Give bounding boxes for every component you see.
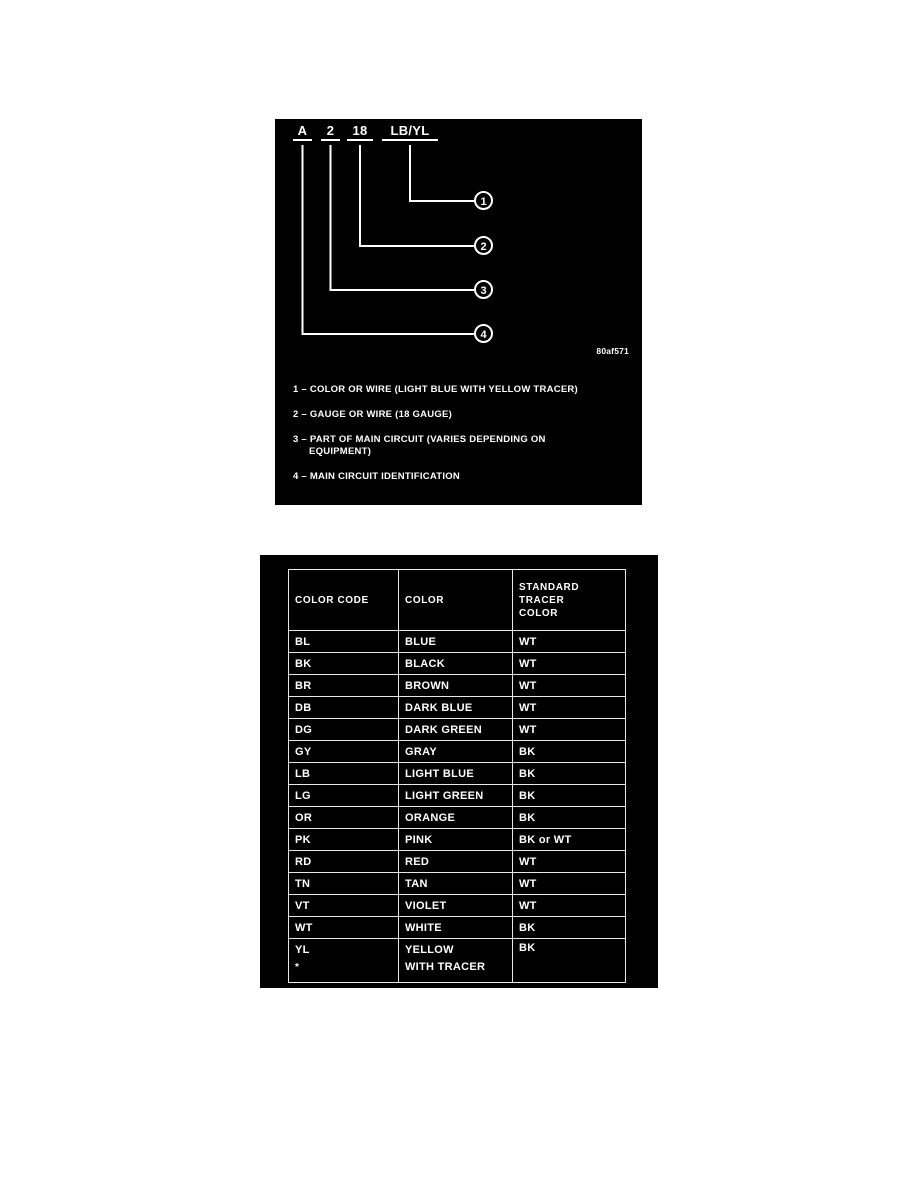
legend-item-2: 2 – GAUGE OR WIRE (18 GAUGE) xyxy=(293,409,632,421)
column-header-tracer-line-3: COLOR xyxy=(519,607,559,619)
cell-color-code: BR xyxy=(288,674,399,697)
cell-color-code: TN xyxy=(288,872,399,895)
legend-item-4: 4 – MAIN CIRCUIT IDENTIFICATION xyxy=(293,471,632,483)
cell-tracer: WT xyxy=(512,872,626,895)
cell-tracer: WT xyxy=(512,674,626,697)
wire-color-code-figure: COLOR CODE COLOR STANDARD TRACER COLOR B… xyxy=(260,555,658,988)
cell-color-yellow: YELLOW WITH TRACER xyxy=(398,938,513,983)
cell-color-code: LG xyxy=(288,784,399,807)
table-row: LG LIGHT GREEN BK xyxy=(288,784,626,807)
table-row: DB DARK BLUE WT xyxy=(288,696,626,719)
legend-item-1: 1 – COLOR OR WIRE (LIGHT BLUE WITH YELLO… xyxy=(293,384,632,396)
table-header-row: COLOR CODE COLOR STANDARD TRACER COLOR xyxy=(288,569,626,631)
wire-code-label-circuit-part: 2 xyxy=(321,124,340,141)
callout-number-1: 1 xyxy=(474,191,493,210)
cell-color: RED xyxy=(398,850,513,873)
cell-color: VIOLET xyxy=(398,894,513,917)
cell-tracer-yellow: BK xyxy=(512,938,626,983)
table-row-with-tracer-note: YL * YELLOW WITH TRACER BK xyxy=(288,938,626,983)
cell-tracer: BK xyxy=(512,784,626,807)
cell-tracer: BK or WT xyxy=(512,828,626,851)
callout-number-2: 2 xyxy=(474,236,493,255)
table-row: DG DARK GREEN WT xyxy=(288,718,626,741)
table-row: BR BROWN WT xyxy=(288,674,626,697)
table-row: BK BLACK WT xyxy=(288,652,626,675)
cell-tracer: BK xyxy=(512,806,626,829)
callout-number-4: 4 xyxy=(474,324,493,343)
cell-color-code: DB xyxy=(288,696,399,719)
cell-tracer: WT xyxy=(512,630,626,653)
cell-with-tracer-note: WITH TRACER xyxy=(405,961,486,973)
cell-tracer: WT xyxy=(512,718,626,741)
cell-color-code: PK xyxy=(288,828,399,851)
cell-tracer: BK xyxy=(512,740,626,763)
figure-id-code: 80af571 xyxy=(596,346,629,356)
legend-item-3-text: 3 – PART OF MAIN CIRCUIT (VARIES DEPENDI… xyxy=(293,434,546,445)
cell-color-code: RD xyxy=(288,850,399,873)
cell-color: PINK xyxy=(398,828,513,851)
table-row: PK PINK BK or WT xyxy=(288,828,626,851)
color-code-table-body: BL BLUE WT BK BLACK WT BR BROWN WT DB DA… xyxy=(288,630,626,983)
cell-tracer: WT xyxy=(512,652,626,675)
cell-tracer: WT xyxy=(512,696,626,719)
table-row: VT VIOLET WT xyxy=(288,894,626,917)
cell-color: BLACK xyxy=(398,652,513,675)
wire-code-label-gauge: 18 xyxy=(347,124,373,141)
table-row: GY GRAY BK xyxy=(288,740,626,763)
cell-color-code: OR xyxy=(288,806,399,829)
table-row: TN TAN WT xyxy=(288,872,626,895)
table-row: BL BLUE WT xyxy=(288,630,626,653)
callout-leader-lines xyxy=(301,145,474,335)
cell-color: LIGHT BLUE xyxy=(398,762,513,785)
cell-color-code: BK xyxy=(288,652,399,675)
wire-code-breakdown-figure: A 2 18 LB/YL 1 2 3 4 80af571 1 – COLOR O… xyxy=(275,119,642,505)
column-header-tracer-line-2: TRACER xyxy=(519,594,565,606)
cell-color: WHITE xyxy=(398,916,513,939)
column-header-standard-tracer-color: STANDARD TRACER COLOR xyxy=(512,569,626,631)
tracer-asterisk-marker: * xyxy=(295,962,300,973)
column-header-color-code: COLOR CODE xyxy=(288,569,399,631)
cell-tracer: WT xyxy=(512,850,626,873)
cell-color: BLUE xyxy=(398,630,513,653)
cell-color-code: BL xyxy=(288,630,399,653)
legend-item-4-text: 4 – MAIN CIRCUIT IDENTIFICATION xyxy=(293,471,460,482)
cell-color: TAN xyxy=(398,872,513,895)
callout-legend-list: 1 – COLOR OR WIRE (LIGHT BLUE WITH YELLO… xyxy=(293,384,632,496)
cell-tracer: BK xyxy=(512,762,626,785)
column-header-color: COLOR xyxy=(398,569,513,631)
cell-color-code-yellow-text: YL xyxy=(295,944,310,956)
table-row: WT WHITE BK xyxy=(288,916,626,939)
legend-item-2-text: 2 – GAUGE OR WIRE (18 GAUGE) xyxy=(293,409,453,420)
cell-color-code: LB xyxy=(288,762,399,785)
cell-color-yellow-text: YELLOW xyxy=(405,944,454,956)
callout-number-3: 3 xyxy=(474,280,493,299)
table-row: RD RED WT xyxy=(288,850,626,873)
wire-code-label-row: A 2 18 LB/YL xyxy=(275,119,642,149)
cell-color: ORANGE xyxy=(398,806,513,829)
cell-color-code: WT xyxy=(288,916,399,939)
column-header-color-text: COLOR xyxy=(405,594,445,606)
wire-code-label-color: LB/YL xyxy=(382,124,438,141)
cell-color-code: DG xyxy=(288,718,399,741)
column-header-color-code-text: COLOR CODE xyxy=(295,594,369,606)
cell-tracer: WT xyxy=(512,894,626,917)
cell-tracer: BK xyxy=(512,916,626,939)
cell-color: LIGHT GREEN xyxy=(398,784,513,807)
column-header-tracer-line-1: STANDARD xyxy=(519,581,580,593)
legend-item-1-text: 1 – COLOR OR WIRE (LIGHT BLUE WITH YELLO… xyxy=(293,384,578,395)
table-row: OR ORANGE BK xyxy=(288,806,626,829)
cell-color-code-yellow: YL * xyxy=(288,938,399,983)
cell-color: GRAY xyxy=(398,740,513,763)
table-row: LB LIGHT BLUE BK xyxy=(288,762,626,785)
legend-item-3-continuation: EQUIPMENT) xyxy=(309,446,372,457)
cell-color: DARK BLUE xyxy=(398,696,513,719)
wire-code-label-main-circuit: A xyxy=(293,124,312,141)
cell-color: DARK GREEN xyxy=(398,718,513,741)
color-code-table: COLOR CODE COLOR STANDARD TRACER COLOR B… xyxy=(288,569,626,983)
cell-color: BROWN xyxy=(398,674,513,697)
legend-item-3: 3 – PART OF MAIN CIRCUIT (VARIES DEPENDI… xyxy=(293,434,632,458)
cell-color-code: VT xyxy=(288,894,399,917)
cell-color-code: GY xyxy=(288,740,399,763)
